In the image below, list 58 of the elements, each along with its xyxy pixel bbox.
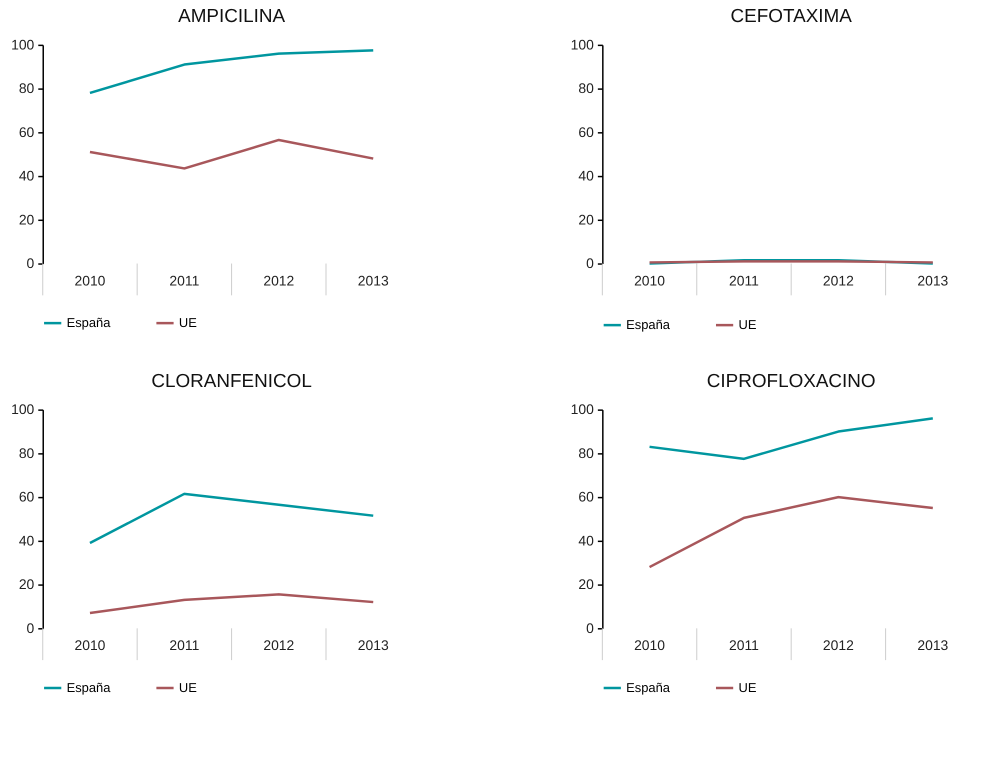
x-tick-label: 2013 [358,637,389,654]
y-tick-label: 0 [26,620,35,636]
y-tick-label: 0 [586,620,594,636]
y-tick-label: 40 [578,532,594,548]
y-tick-label: 20 [578,211,594,228]
legend-label: UE [738,317,757,332]
x-tick-label: 2010 [74,272,106,288]
y-tick-label: 60 [578,488,594,505]
y-tick-label: 40 [18,168,35,184]
line-series [648,496,934,568]
legend-label: UE [178,315,198,330]
y-tick-label: 100 [570,401,594,418]
x-tick-label: 2011 [729,272,760,288]
y-tick-label: 80 [18,444,35,461]
x-tick-label: 2013 [917,272,949,288]
y-tick-label: 100 [570,36,594,52]
x-tick-label: 2012 [822,272,854,288]
line-series [648,417,934,460]
line-series [88,593,374,614]
x-tick-label: 2011 [169,272,200,288]
legend-label: UE [178,680,198,695]
line-series [88,49,374,94]
chart-title: AMPICILINA [178,6,286,28]
y-tick-label: 60 [18,488,35,505]
legend-label: España [66,315,112,330]
y-tick-label: 60 [18,124,35,140]
y-tick-label: 40 [18,532,35,548]
x-tick-label: 2013 [917,637,949,654]
chart-title: CIPROFLOXACINO [706,370,876,392]
x-tick-label: 2012 [263,272,295,288]
y-tick-label: 60 [578,124,594,140]
x-tick-label: 2012 [263,637,295,654]
y-tick-label: 100 [11,36,35,52]
y-tick-label: 0 [26,255,35,272]
y-tick-label: 20 [578,576,594,592]
legend-label: UE [738,680,757,695]
line-series [88,138,374,170]
chart-title: CLORANFENICOL [151,370,312,392]
x-tick-label: 2013 [358,272,389,288]
legend-label: España [626,680,671,695]
legend-label: España [66,680,112,695]
line-series [88,492,374,544]
x-tick-label: 2012 [822,637,854,654]
x-tick-label: 2011 [729,637,760,654]
x-tick-label: 2010 [634,272,666,288]
y-tick-label: 40 [578,168,594,184]
y-tick-label: 80 [578,80,594,96]
chart-title: CEFOTAXIMA [730,6,852,28]
y-tick-label: 20 [18,576,35,592]
y-tick-label: 0 [586,255,594,272]
y-tick-label: 80 [18,80,35,96]
legend-label: España [626,317,671,332]
x-tick-label: 2010 [634,637,666,654]
x-tick-label: 2010 [74,637,106,654]
y-tick-label: 100 [11,401,35,418]
y-tick-label: 80 [578,444,594,461]
y-tick-label: 20 [18,211,35,228]
x-tick-label: 2011 [169,637,200,654]
